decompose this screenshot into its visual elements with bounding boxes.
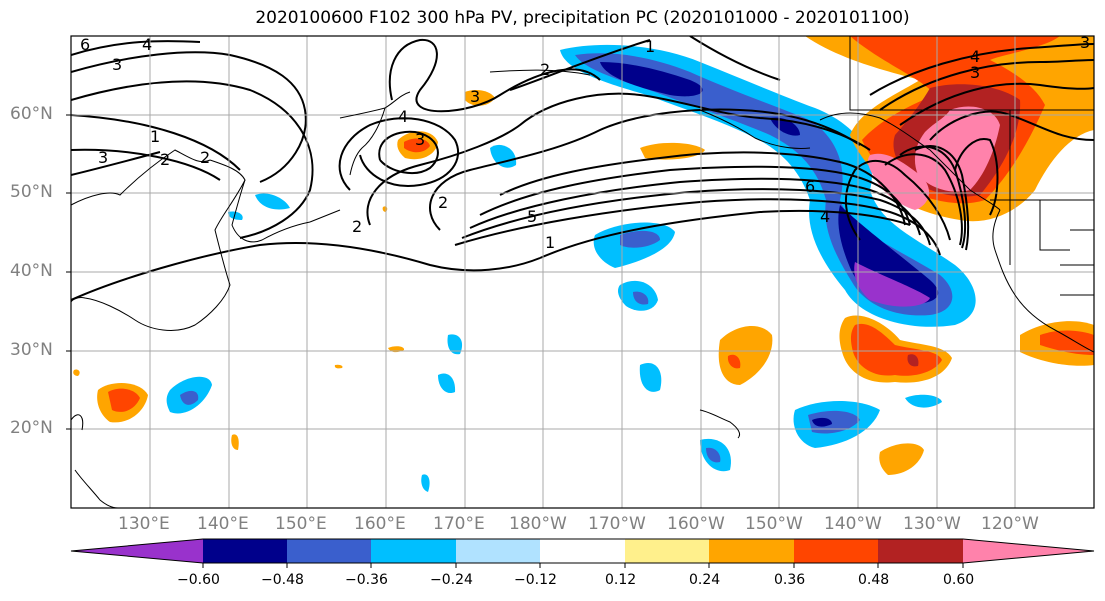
colorbar-tick-label: 0.60	[943, 572, 975, 588]
lon-label: 150°E	[275, 514, 327, 534]
lon-label: 170°W	[588, 514, 646, 534]
colorbar-segment-5	[540, 539, 625, 563]
contour-label: 5	[527, 207, 537, 226]
colorbar-tick-label: −0.48	[261, 572, 304, 588]
contour-label: 4	[820, 207, 830, 226]
colorbar-tick-label: 0.12	[605, 572, 637, 588]
lon-label: 180°W	[509, 514, 567, 534]
contour-label: 3	[98, 148, 108, 167]
colorbar-segment-9	[878, 539, 963, 563]
contour-label: 1	[150, 127, 160, 146]
precip-negative-shading	[166, 44, 976, 492]
contour-label: 3	[415, 130, 425, 149]
colorbar-tick-label: −0.12	[514, 572, 557, 588]
contour-label: 4	[970, 47, 980, 66]
lon-label: 140°E	[197, 514, 249, 534]
map-title: 2020100600 F102 300 hPa PV, precipitatio…	[255, 8, 910, 28]
colorbar-tick-label: 0.48	[858, 572, 890, 588]
lon-label: 130°W	[903, 514, 961, 534]
colorbar-segment-10	[963, 539, 1094, 563]
axis-ticks	[66, 114, 71, 430]
lat-label: 40°N	[10, 261, 53, 281]
contour-label: 6	[80, 35, 90, 54]
lon-label: 120°W	[981, 514, 1039, 534]
contour-label: 2	[540, 60, 550, 79]
colorbar-tick-label: 0.24	[689, 572, 721, 588]
contour-label: 3	[470, 87, 480, 106]
contour-label: 2	[352, 217, 362, 236]
lon-label: 160°W	[667, 514, 725, 534]
contour-label: 6	[805, 177, 815, 196]
lat-label: 30°N	[10, 340, 53, 360]
contour-label: 2	[200, 148, 210, 167]
colorbar-segment-1	[203, 539, 287, 563]
lon-label: 150°W	[745, 514, 803, 534]
colorbar-segment-2	[287, 539, 371, 563]
lon-label: 130°E	[118, 514, 170, 534]
graticule	[71, 36, 1094, 508]
colorbar-segment-7	[709, 539, 794, 563]
colorbar-segment-6	[625, 539, 709, 563]
contour-label: 1	[545, 233, 555, 252]
contour-labels: 6 4 3 3 2 1 2 3 4 3 2 2 1 5 1 2 4 3 4 3 …	[80, 33, 1090, 252]
colorbar-tick-label: −0.24	[430, 572, 473, 588]
colorbar-segment-8	[794, 539, 878, 563]
contour-label: 3	[970, 63, 980, 82]
colorbar	[70, 538, 1095, 568]
contour-label: 4	[398, 107, 408, 126]
lon-label: 170°E	[433, 514, 485, 534]
colorbar-segment-0	[71, 539, 203, 563]
contour-label: 2	[160, 150, 170, 169]
colorbar-tick-label: 0.36	[774, 572, 806, 588]
lon-label: 140°W	[824, 514, 882, 534]
contour-label: 1	[645, 37, 655, 56]
colorbar-tick-label: −0.36	[345, 572, 388, 588]
contour-label: 4	[142, 35, 152, 54]
lat-label: 50°N	[10, 182, 53, 202]
colorbar-tick-label: −0.60	[177, 572, 220, 588]
coastlines	[71, 36, 1094, 508]
lat-label: 60°N	[10, 104, 53, 124]
lat-label: 20°N	[10, 418, 53, 438]
colorbar-segment-4	[456, 539, 540, 563]
contour-label: 3	[112, 55, 122, 74]
contour-label: 3	[1080, 33, 1090, 52]
colorbar-segment-3	[371, 539, 456, 563]
contour-label: 2	[438, 193, 448, 212]
lon-label: 160°E	[354, 514, 406, 534]
